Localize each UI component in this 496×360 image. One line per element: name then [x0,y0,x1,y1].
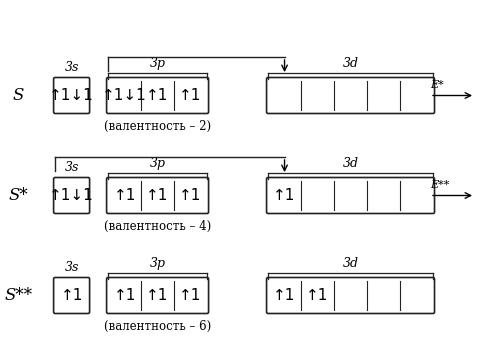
Text: (валентность – 6): (валентность – 6) [104,320,211,333]
Text: ↑1: ↑1 [180,88,202,103]
Text: ↑1↓1: ↑1↓1 [49,188,94,203]
Text: 3p: 3p [150,157,166,170]
Text: ↑1: ↑1 [180,288,202,303]
FancyBboxPatch shape [107,77,208,113]
Text: ↑1: ↑1 [61,288,83,303]
FancyBboxPatch shape [107,278,208,314]
Text: E**: E** [430,180,449,189]
Text: ↑1: ↑1 [273,188,296,203]
Text: ↑1↓1: ↑1↓1 [102,88,147,103]
Text: ↑1: ↑1 [146,88,169,103]
Text: S*: S* [8,187,28,204]
Text: ↑1: ↑1 [273,288,296,303]
Text: 3p: 3p [150,57,166,70]
Text: ↑1: ↑1 [146,188,169,203]
Text: ↑1: ↑1 [114,288,136,303]
Text: S**: S** [4,287,32,304]
FancyBboxPatch shape [266,77,434,113]
FancyBboxPatch shape [107,177,208,213]
Text: S: S [12,87,24,104]
Text: 3d: 3d [343,57,359,70]
Text: 3s: 3s [64,61,79,74]
Text: 3s: 3s [64,161,79,174]
Text: ↑1: ↑1 [146,288,169,303]
Text: 3p: 3p [150,257,166,270]
Text: 3d: 3d [343,157,359,170]
FancyBboxPatch shape [54,278,90,314]
Text: 3d: 3d [343,257,359,270]
FancyBboxPatch shape [54,77,90,113]
FancyBboxPatch shape [266,177,434,213]
Text: ↑1: ↑1 [307,288,329,303]
Text: ↑1↓1: ↑1↓1 [49,88,94,103]
Text: 3s: 3s [64,261,79,274]
Text: E*: E* [430,80,444,90]
FancyBboxPatch shape [266,278,434,314]
Text: ↑1: ↑1 [114,188,136,203]
Text: (валентность – 2): (валентность – 2) [104,120,211,132]
FancyBboxPatch shape [54,177,90,213]
Text: (валентность – 4): (валентность – 4) [104,220,211,233]
Text: ↑1: ↑1 [180,188,202,203]
